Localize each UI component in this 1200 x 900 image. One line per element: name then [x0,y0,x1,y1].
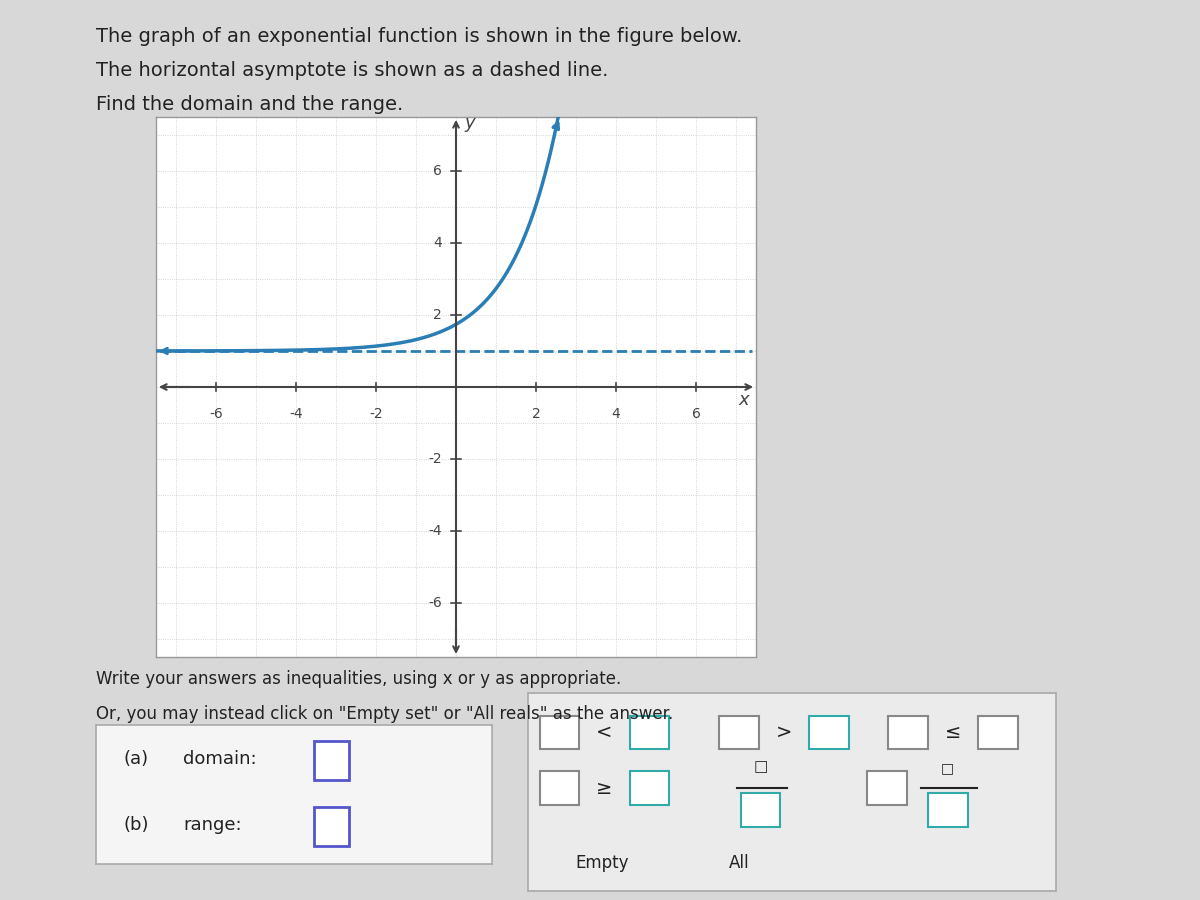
Text: y: y [464,113,475,131]
Text: Write your answers as inequalities, using x or y as appropriate.: Write your answers as inequalities, usin… [96,670,622,688]
Bar [630,716,670,750]
Bar [314,742,349,780]
Bar [928,793,967,826]
Text: >: > [776,723,792,742]
Text: x: x [739,391,749,409]
Text: 2: 2 [433,308,442,322]
Text: ≥: ≥ [596,778,613,797]
Text: <: < [596,723,613,742]
Bar [888,716,928,750]
Text: (a): (a) [124,751,149,769]
Bar [978,716,1018,750]
Text: -6: -6 [209,407,223,421]
Text: -6: -6 [428,596,442,610]
Text: domain:: domain: [184,751,257,769]
Bar [740,793,780,826]
Text: Find the domain and the range.: Find the domain and the range. [96,95,403,114]
Text: Empty: Empty [575,854,629,872]
Bar [809,716,848,750]
Text: -4: -4 [289,407,302,421]
Text: □: □ [754,759,768,774]
Text: Or, you may instead click on "Empty set" or "All reals" as the answer.: Or, you may instead click on "Empty set"… [96,705,673,723]
Text: ≤: ≤ [944,723,961,742]
Text: 2: 2 [532,407,540,421]
Text: The graph of an exponential function is shown in the figure below.: The graph of an exponential function is … [96,27,743,46]
Text: 4: 4 [612,407,620,421]
Text: All: All [728,854,750,872]
Text: 6: 6 [691,407,701,421]
Text: 6: 6 [433,164,442,178]
Bar [540,771,580,805]
Text: -2: -2 [428,452,442,466]
Text: range:: range: [184,816,241,834]
Text: □: □ [941,761,954,775]
Bar [868,771,907,805]
Bar [630,771,670,805]
Text: -4: -4 [428,524,442,538]
Text: (b): (b) [124,816,149,834]
Bar [540,716,580,750]
Bar [720,716,760,750]
Text: 4: 4 [433,236,442,250]
Bar [314,806,349,846]
Text: -2: -2 [370,407,383,421]
Text: The horizontal asymptote is shown as a dashed line.: The horizontal asymptote is shown as a d… [96,61,608,80]
